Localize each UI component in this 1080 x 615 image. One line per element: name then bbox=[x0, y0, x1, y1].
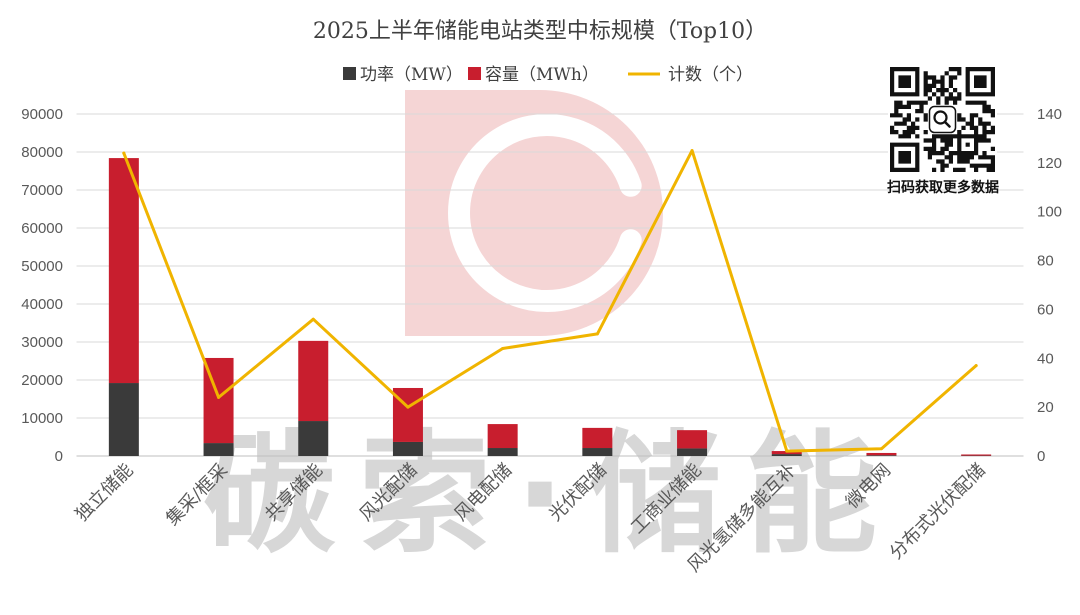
right-tick-label: 20 bbox=[1037, 399, 1054, 416]
count-series bbox=[122, 149, 978, 453]
right-tick-label: 40 bbox=[1037, 350, 1054, 367]
power-bar bbox=[487, 448, 518, 456]
power-bar bbox=[771, 454, 802, 456]
magnifier-handle bbox=[943, 120, 951, 128]
count-point bbox=[785, 449, 789, 453]
right-tick-label: 140 bbox=[1037, 106, 1062, 123]
count-point bbox=[406, 405, 410, 409]
left-tick-label: 80000 bbox=[21, 144, 63, 161]
magnifier-lens bbox=[933, 110, 948, 125]
power-bar bbox=[298, 421, 329, 456]
right-tick-label: 80 bbox=[1037, 253, 1054, 270]
legend-label-power: 功率（MW） bbox=[360, 65, 463, 85]
qr-modules bbox=[890, 67, 995, 172]
category-label: 分布式光伏配储 bbox=[886, 460, 990, 564]
power-bar bbox=[677, 448, 708, 456]
qr-center-search-icon bbox=[928, 105, 957, 134]
left-tick-label: 50000 bbox=[21, 258, 63, 275]
qr-center-badge bbox=[928, 105, 957, 134]
left-tick-label: 20000 bbox=[21, 372, 63, 389]
legend: 功率（MW） 容量（MWh） 计数（个） bbox=[343, 65, 753, 85]
qr-caption: 扫码获取更多数据 bbox=[887, 179, 999, 196]
right-tick-label: 120 bbox=[1037, 155, 1062, 172]
left-axis: 0 10000 20000 30000 40000 50000 60000 70000 8000… bbox=[21, 106, 63, 465]
left-tick-label: 40000 bbox=[21, 296, 63, 313]
left-tick-label: 60000 bbox=[21, 220, 63, 237]
right-axis: 0 20 40 60 80 100 120 140 bbox=[1037, 106, 1062, 465]
count-point bbox=[595, 332, 599, 336]
right-tick-label: 60 bbox=[1037, 301, 1054, 318]
right-tick-label: 100 bbox=[1037, 204, 1062, 221]
capacity-bar bbox=[298, 340, 329, 422]
left-tick-label: 10000 bbox=[21, 410, 63, 427]
power-bar bbox=[108, 383, 139, 456]
count-point bbox=[879, 447, 883, 451]
capacity-bar bbox=[677, 430, 708, 449]
capacity-bar bbox=[582, 427, 613, 449]
count-point bbox=[311, 317, 315, 321]
power-bar bbox=[203, 443, 234, 456]
power-bar bbox=[582, 448, 613, 456]
gridlines bbox=[76, 113, 1024, 457]
legend-label-capacity: 容量（MWh） bbox=[485, 65, 599, 85]
count-point bbox=[501, 347, 505, 351]
category-label: 独立储能 bbox=[72, 460, 138, 526]
count-point bbox=[974, 364, 978, 368]
left-tick-label: 70000 bbox=[21, 182, 63, 199]
power-bar bbox=[392, 441, 423, 456]
left-tick-label: 30000 bbox=[21, 334, 63, 351]
legend-swatch-power bbox=[343, 67, 356, 80]
left-tick-label: 0 bbox=[55, 448, 63, 465]
chart-title: 2025上半年储能电站类型中标规模（Top10） bbox=[313, 19, 767, 44]
power-bar bbox=[866, 455, 897, 456]
bars bbox=[108, 158, 992, 456]
right-tick-label: 0 bbox=[1037, 448, 1045, 465]
capacity-bar bbox=[961, 454, 992, 456]
capacity-bar bbox=[108, 158, 139, 384]
capacity-bar bbox=[487, 424, 518, 449]
count-point bbox=[122, 151, 126, 155]
capacity-bar bbox=[866, 452, 897, 456]
left-tick-label: 90000 bbox=[21, 106, 63, 123]
count-point bbox=[217, 395, 221, 399]
count-line bbox=[122, 149, 978, 453]
legend-label-count: 计数（个） bbox=[668, 65, 753, 85]
brand-logo-watermark bbox=[405, 90, 663, 336]
logo-c-ring bbox=[448, 114, 642, 312]
legend-swatch-capacity bbox=[468, 67, 481, 80]
qr-code bbox=[888, 65, 997, 174]
count-point bbox=[690, 149, 694, 153]
